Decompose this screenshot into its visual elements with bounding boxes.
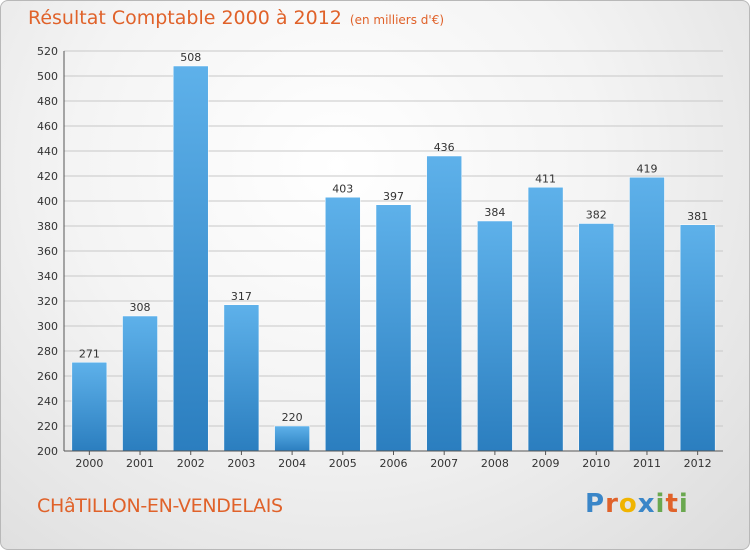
bar-value-label: 381	[687, 210, 708, 223]
y-tick-label: 280	[37, 345, 58, 358]
bar-value-label: 411	[535, 172, 556, 185]
bar	[325, 197, 361, 452]
y-tick-label: 360	[37, 245, 58, 258]
x-tick-label: 2001	[126, 457, 154, 470]
bar-value-label: 317	[231, 290, 252, 303]
bar	[71, 362, 108, 452]
x-tick-label: 2010	[582, 457, 610, 470]
y-tick-label: 400	[37, 195, 58, 208]
bar-value-label: 382	[586, 209, 607, 222]
y-tick-label: 340	[37, 270, 58, 283]
y-tick-label: 440	[37, 145, 58, 158]
bar-value-label: 419	[636, 162, 657, 175]
bar	[426, 155, 462, 452]
y-tick-label: 380	[37, 220, 58, 233]
axes: 200 220 240 260 280 300 320 340 360 380 400 420 440 4…	[37, 45, 723, 470]
y-tick-label: 300	[37, 320, 58, 333]
y-tick-label: 240	[37, 395, 58, 408]
bar	[629, 177, 665, 452]
bar	[477, 220, 513, 452]
bar	[122, 315, 158, 452]
y-tick-label: 260	[37, 370, 58, 383]
logo-letter: P	[585, 489, 606, 519]
y-tick-label: 320	[37, 295, 58, 308]
bar-value-label: 436	[434, 141, 455, 154]
bar	[274, 425, 310, 452]
logo-letter: r	[605, 489, 619, 519]
x-tick-label: 2000	[75, 457, 103, 470]
x-tick-label: 2011	[633, 457, 661, 470]
logo-letter: i	[655, 489, 666, 519]
x-tick-label: 2005	[329, 457, 357, 470]
logo-letter: i	[678, 489, 689, 519]
x-tick-label: 2009	[532, 457, 560, 470]
bar	[578, 223, 615, 452]
logo-letter: o	[618, 489, 638, 519]
x-tick-label: 2004	[278, 457, 306, 470]
x-tick-label: 2012	[684, 457, 712, 470]
bar-value-label: 271	[79, 347, 100, 360]
y-tick-label: 220	[37, 420, 58, 433]
x-tick-label: 2008	[481, 457, 509, 470]
bars: 271 308 508 317 220 403 397 436 384 411 382 419 381	[71, 51, 716, 452]
x-tick-label: 2002	[177, 457, 205, 470]
bar-value-label: 308	[130, 301, 151, 314]
y-tick-label: 200	[37, 445, 58, 458]
bar-value-label: 508	[180, 51, 201, 64]
bar	[223, 304, 260, 452]
y-tick-label: 480	[37, 95, 58, 108]
chart-subtitle: (en milliers d'€)	[349, 13, 445, 27]
y-tick-label: 460	[37, 120, 58, 133]
x-tick-label: 2003	[227, 457, 255, 470]
y-tick-label: 420	[37, 170, 58, 183]
logo-letter: x	[637, 489, 656, 519]
bar	[679, 224, 716, 452]
proxiti-logo: Proxiti	[585, 489, 689, 519]
bar-value-label: 397	[383, 190, 404, 203]
bar	[527, 187, 564, 452]
bar	[375, 204, 412, 452]
commune-name: CHâTILLON-EN-VENDELAIS	[37, 495, 283, 517]
bar-value-label: 220	[282, 411, 303, 424]
bar-value-label: 384	[484, 206, 505, 219]
logo-letter: t	[665, 489, 679, 519]
bar-value-label: 403	[332, 182, 353, 195]
x-tick-label: 2007	[430, 457, 458, 470]
bar	[172, 65, 209, 452]
y-tick-label: 520	[37, 45, 58, 58]
y-tick-label: 500	[37, 70, 58, 83]
x-tick-label: 2006	[380, 457, 408, 470]
chart-title-text: Résultat Comptable 2000 à 2012	[28, 7, 342, 29]
chart-title: Résultat Comptable 2000 à 2012 (en millie…	[28, 7, 444, 29]
